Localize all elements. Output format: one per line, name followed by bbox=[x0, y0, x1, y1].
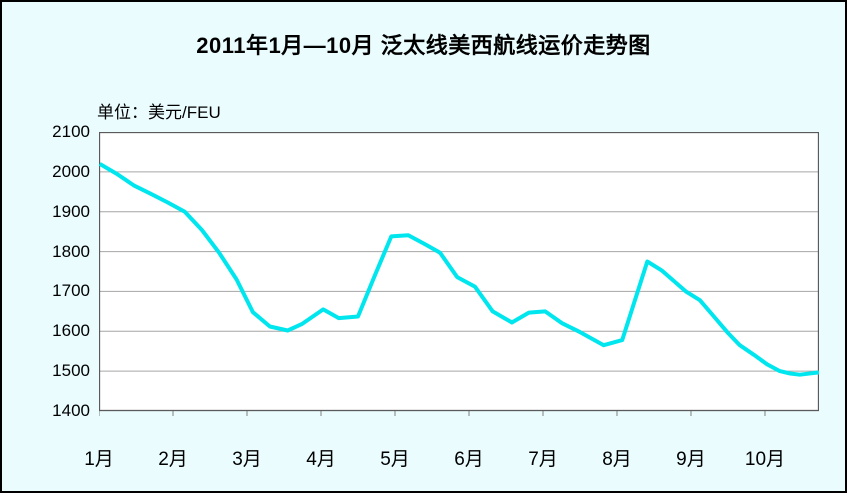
x-axis-label-6月: 6月 bbox=[454, 449, 484, 470]
y-axis-label-1400: 1400 bbox=[52, 401, 90, 420]
y-axis-label-2100: 2100 bbox=[52, 122, 90, 141]
y-axis-label-1800: 1800 bbox=[52, 241, 90, 261]
axis-frame bbox=[99, 132, 819, 412]
y-axis-label-1600: 1600 bbox=[52, 321, 90, 341]
unit-label: 单位：美元/FEU bbox=[97, 103, 221, 122]
chart-title: 2011年1月—10月 泛太线美西航线运价走势图 bbox=[196, 33, 651, 58]
x-axis-label-7月: 7月 bbox=[528, 449, 558, 470]
x-axis-label-10月: 10月 bbox=[744, 449, 786, 470]
x-axis-label-1月: 1月 bbox=[84, 449, 114, 470]
x-axis-label-3月: 3月 bbox=[232, 449, 262, 470]
plot-background bbox=[99, 132, 819, 411]
x-axis-label-2月: 2月 bbox=[158, 449, 188, 470]
x-axis-label-9月: 9月 bbox=[676, 449, 706, 470]
x-axis-label-5月: 5月 bbox=[380, 449, 410, 470]
y-axis-label-1900: 1900 bbox=[52, 201, 90, 221]
y-axis-label-2000: 2000 bbox=[52, 161, 90, 181]
y-axis-label-1700: 1700 bbox=[52, 281, 90, 301]
x-axis-label-4月: 4月 bbox=[306, 449, 336, 470]
y-axis-label-1500: 1500 bbox=[52, 361, 90, 381]
rate-line bbox=[99, 162, 819, 377]
line-chart-svg bbox=[99, 132, 819, 416]
x-axis-label-8月: 8月 bbox=[602, 449, 632, 470]
